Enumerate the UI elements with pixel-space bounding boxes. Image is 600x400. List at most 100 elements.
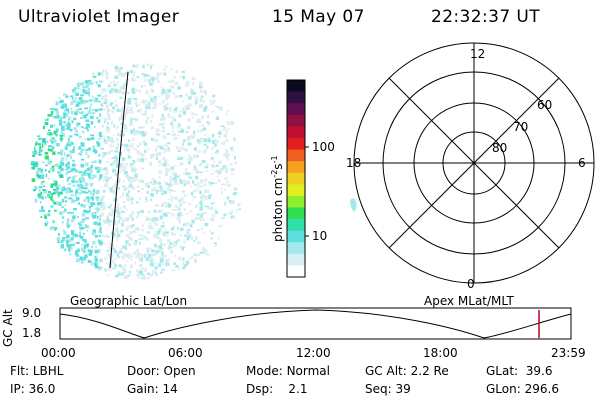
emission-pixel — [144, 79, 147, 83]
emission-pixel — [122, 179, 125, 184]
emission-pixel — [55, 116, 60, 119]
emission-pixel — [47, 213, 51, 217]
emission-pixel — [192, 130, 196, 135]
emission-pixel — [121, 143, 126, 146]
emission-pixel — [118, 117, 121, 122]
emission-pixel — [66, 243, 69, 248]
emission-pixel — [168, 80, 172, 83]
emission-pixel — [216, 140, 219, 143]
emission-pixel — [103, 175, 108, 179]
emission-pixel — [230, 200, 234, 205]
emission-pixel — [177, 227, 179, 230]
emission-pixel — [120, 165, 125, 168]
emission-pixel — [39, 209, 43, 212]
emission-pixel — [147, 184, 150, 189]
emission-pixel — [83, 232, 85, 235]
emission-pixel — [130, 163, 134, 166]
emission-pixel — [121, 168, 124, 172]
emission-pixel — [208, 183, 212, 187]
emission-pixel — [161, 203, 164, 207]
emission-pixel — [156, 236, 160, 239]
emission-pixel — [131, 201, 133, 205]
emission-pixel — [214, 211, 219, 214]
emission-pixel — [227, 212, 232, 214]
emission-pixel — [48, 178, 50, 180]
emission-pixel — [98, 239, 101, 243]
emission-pixel — [197, 187, 200, 190]
emission-pixel — [86, 172, 90, 175]
emission-pixel — [79, 180, 82, 184]
emission-pixel — [40, 174, 45, 177]
emission-pixel — [184, 105, 188, 109]
emission-pixel — [78, 147, 82, 150]
emission-pixel — [66, 108, 70, 111]
emission-pixel — [189, 224, 193, 228]
emission-pixel — [84, 191, 89, 194]
emission-pixel — [78, 235, 82, 238]
emission-pixel — [78, 231, 82, 236]
emission-pixel — [113, 134, 115, 137]
emission-pixel — [161, 116, 166, 120]
emission-pixel — [128, 190, 131, 193]
emission-pixel — [117, 273, 122, 276]
emission-pixel — [224, 177, 228, 180]
emission-pixel — [122, 245, 126, 249]
emission-pixel — [106, 180, 108, 183]
emission-pixel — [87, 154, 90, 159]
emission-pixel — [200, 179, 203, 184]
emission-pixel — [80, 100, 85, 104]
emission-pixel — [90, 165, 93, 169]
emission-pixel — [110, 203, 112, 207]
emission-pixel — [30, 166, 33, 170]
emission-pixel — [125, 260, 128, 262]
emission-pixel — [120, 143, 124, 147]
emission-pixel — [88, 108, 91, 112]
emission-pixel — [50, 183, 55, 186]
emission-pixel — [124, 113, 127, 117]
emission-pixel — [185, 260, 190, 265]
emission-pixel — [133, 241, 138, 246]
emission-pixel — [102, 154, 107, 157]
emission-pixel — [215, 151, 219, 154]
emission-pixel — [135, 104, 138, 107]
emission-pixel — [112, 235, 116, 238]
emission-pixel — [144, 100, 147, 103]
emission-pixel — [150, 97, 153, 102]
emission-pixel — [71, 178, 75, 181]
emission-pixel — [132, 185, 135, 187]
emission-pixel — [52, 168, 55, 172]
emission-pixel — [105, 69, 107, 73]
emission-pixel — [210, 101, 214, 106]
emission-pixel — [62, 210, 66, 213]
emission-pixel — [202, 231, 205, 234]
emission-pixel — [183, 182, 187, 187]
emission-pixel — [124, 127, 128, 130]
emission-pixel — [180, 128, 184, 133]
emission-pixel — [62, 188, 65, 192]
emission-pixel — [50, 185, 53, 188]
emission-pixel — [197, 142, 201, 145]
emission-pixel — [111, 140, 114, 144]
emission-pixel — [138, 197, 141, 200]
emission-pixel — [62, 116, 66, 119]
emission-pixel — [218, 130, 222, 133]
emission-pixel — [120, 122, 125, 125]
emission-pixel — [205, 170, 209, 172]
emission-pixel — [137, 103, 140, 106]
emission-pixel — [136, 248, 139, 253]
time-tick-1200: 12:00 — [296, 346, 331, 360]
emission-pixel — [177, 86, 181, 90]
emission-pixel — [134, 257, 137, 259]
emission-pixel — [120, 86, 123, 90]
emission-pixel — [47, 131, 50, 135]
emission-pixel — [141, 73, 144, 76]
emission-pixel — [114, 99, 117, 103]
emission-pixel — [114, 173, 119, 176]
emission-pixel — [87, 79, 92, 82]
emission-pixel — [81, 212, 85, 217]
emission-pixel — [98, 133, 102, 137]
emission-pixel — [128, 177, 133, 179]
emission-pixel — [176, 134, 180, 137]
emission-pixel — [96, 141, 100, 144]
emission-pixel — [69, 252, 71, 256]
